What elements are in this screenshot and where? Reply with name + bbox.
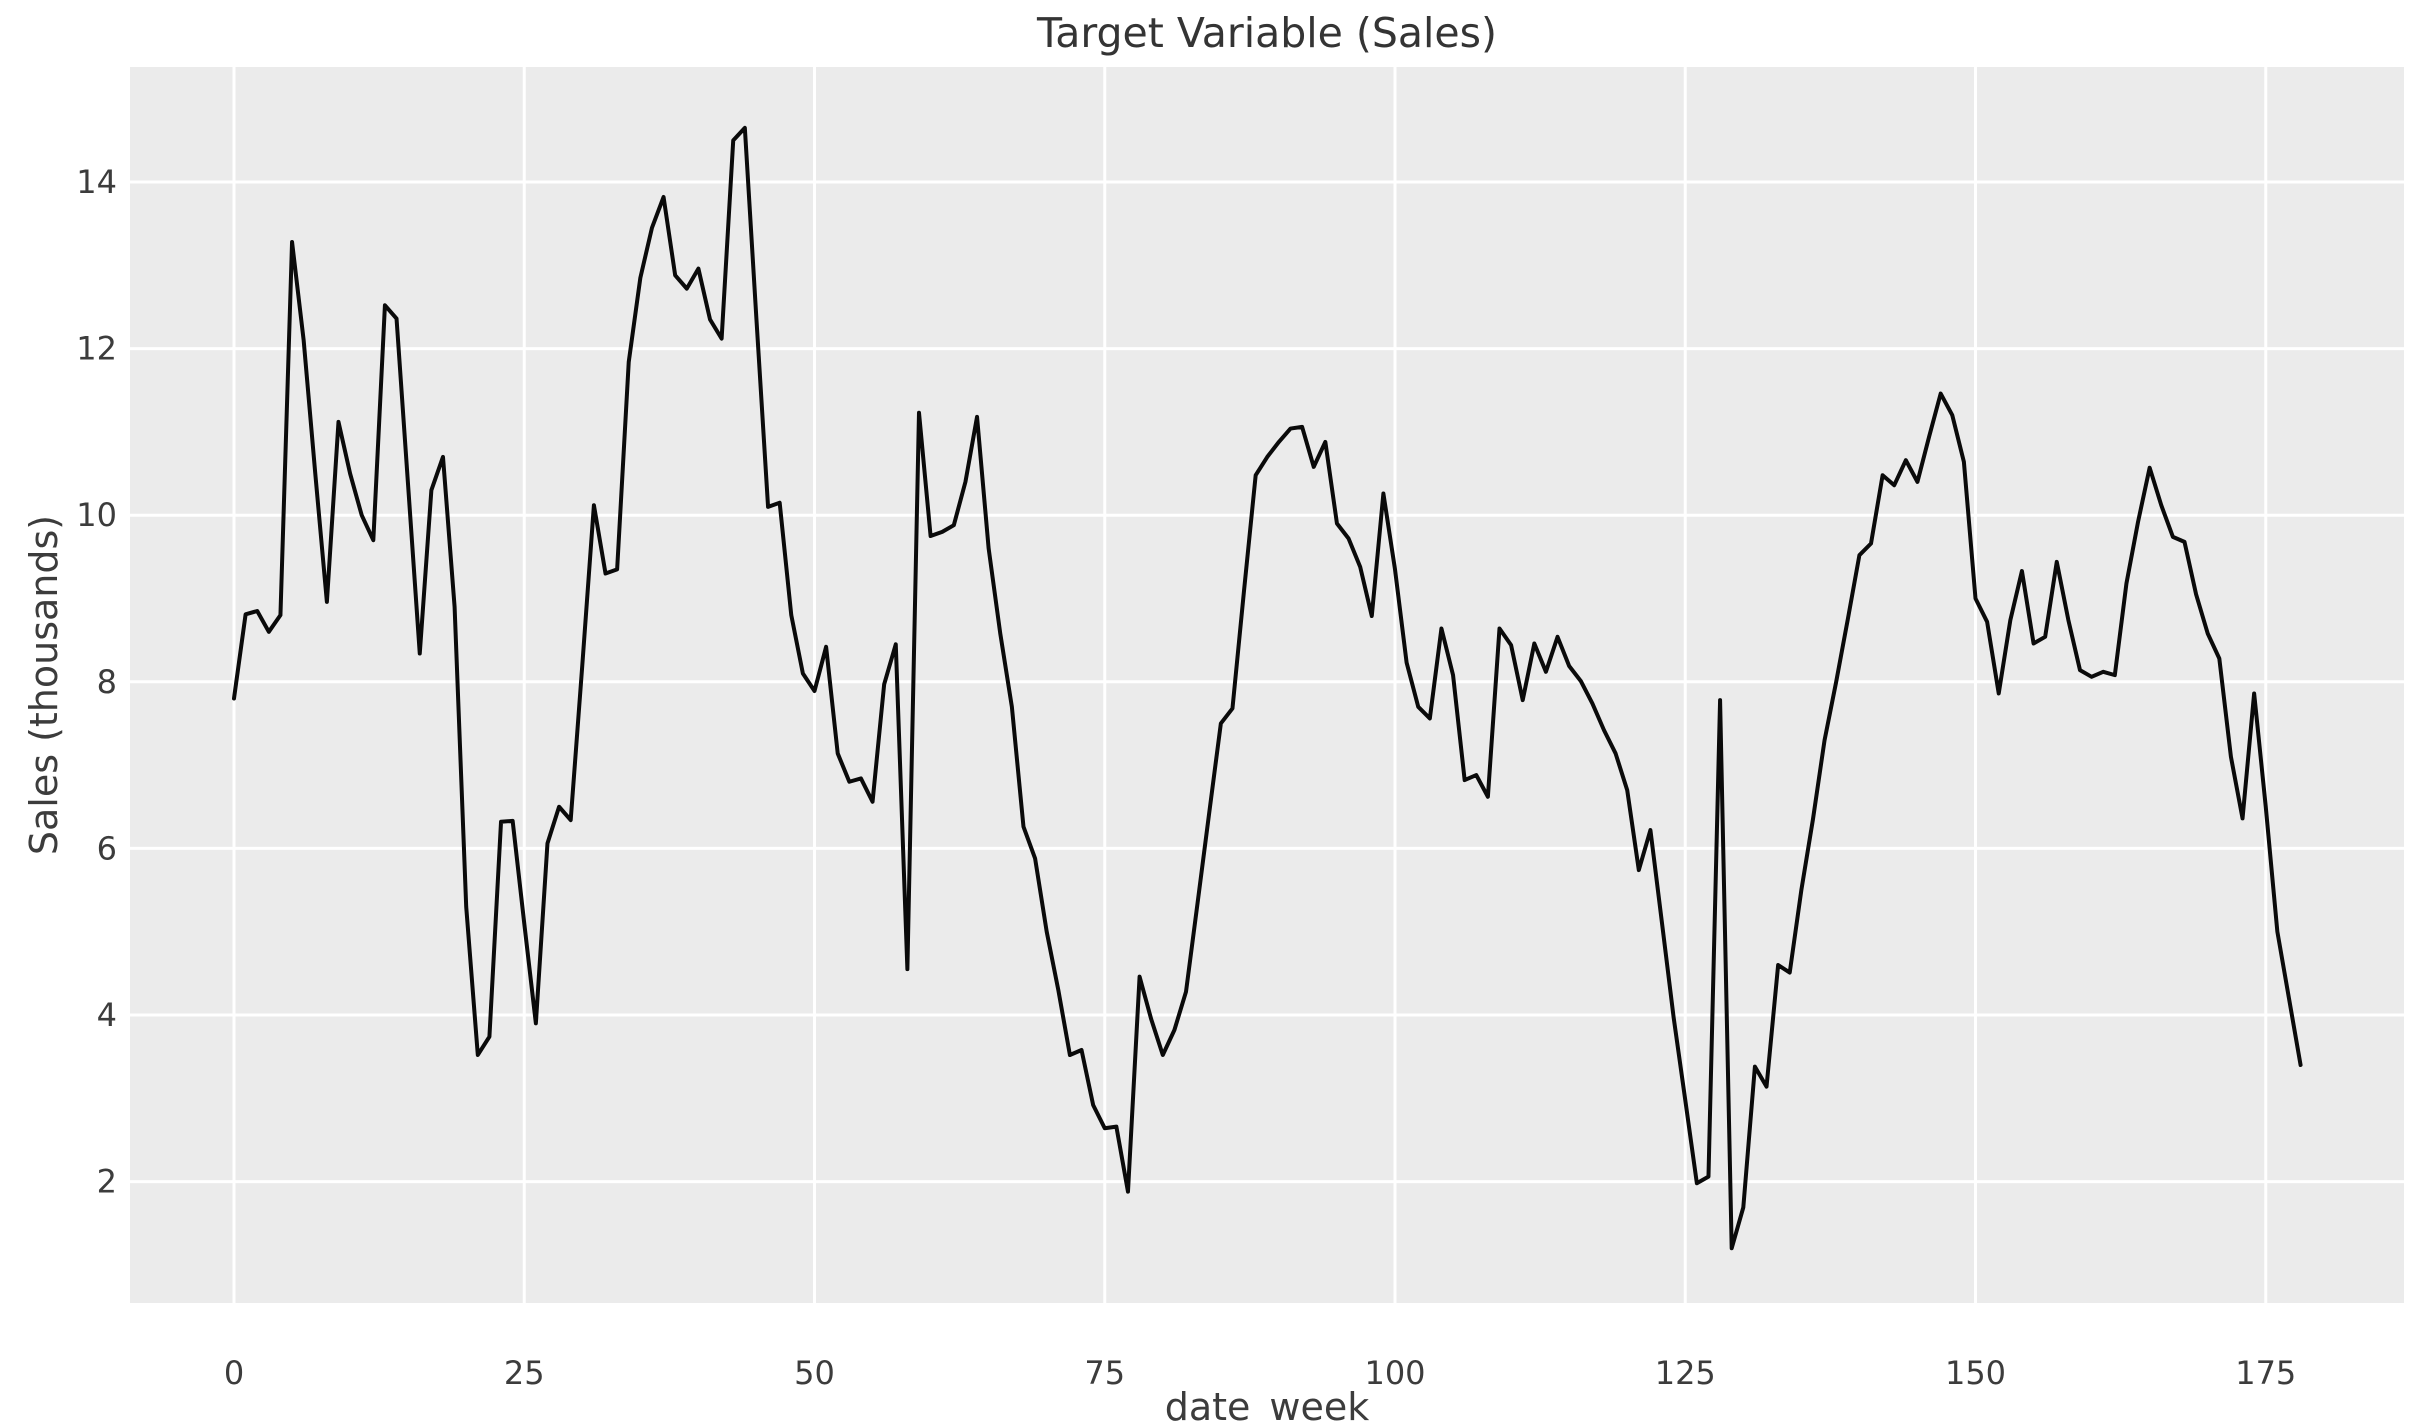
x-tick-label: 175 <box>2235 1354 2296 1392</box>
gridlines <box>130 67 2404 1303</box>
x-tick-label: 25 <box>504 1354 545 1392</box>
x-tick-label: 0 <box>224 1354 244 1392</box>
y-axis-label: Sales (thousands) <box>22 515 66 855</box>
x-tick-labels: 0 25 50 75 100 125 150 175 <box>224 1354 2296 1392</box>
line-series-sales <box>232 125 2303 1251</box>
y-tick-label: 10 <box>76 496 117 534</box>
y-tick-label: 12 <box>76 330 117 368</box>
x-tick-label: 50 <box>794 1354 835 1392</box>
y-tick-label: 2 <box>97 1163 117 1201</box>
plot-area <box>130 67 2404 1303</box>
y-tick-label: 4 <box>97 996 117 1034</box>
y-tick-label: 8 <box>97 663 117 701</box>
y-tick-labels: 2 4 6 8 10 12 14 <box>76 163 117 1201</box>
x-tick-label: 100 <box>1364 1354 1425 1392</box>
x-tick-label: 75 <box>1084 1354 1125 1392</box>
chart-title: Target Variable (Sales) <box>1036 9 1497 57</box>
x-tick-label: 125 <box>1655 1354 1716 1392</box>
x-tick-label: 150 <box>1945 1354 2006 1392</box>
y-tick-label: 6 <box>97 829 117 867</box>
y-tick-label: 14 <box>76 163 117 201</box>
x-axis-label: date_week <box>1165 1385 1370 1423</box>
